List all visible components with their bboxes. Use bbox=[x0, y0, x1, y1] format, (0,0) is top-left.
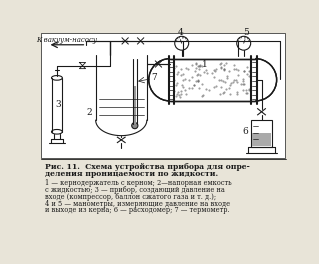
Text: 4: 4 bbox=[177, 28, 183, 37]
Text: с жидкостью; 3 — прибор, создающий давление на: с жидкостью; 3 — прибор, создающий давле… bbox=[45, 186, 225, 194]
Bar bbox=[251, 120, 271, 147]
Ellipse shape bbox=[51, 129, 62, 134]
Circle shape bbox=[237, 36, 251, 50]
Text: К вакуум-насосу: К вакуум-насосу bbox=[37, 36, 97, 44]
Text: и выходе из керна; 6 — расходомер; 7 — термометр.: и выходе из керна; 6 — расходомер; 7 — т… bbox=[45, 206, 230, 214]
Text: 6: 6 bbox=[242, 127, 248, 136]
Bar bbox=[41, 33, 285, 158]
Text: 1: 1 bbox=[202, 60, 208, 69]
Circle shape bbox=[132, 122, 138, 129]
Text: 1 — кернодержатель с керном; 2—напорная емкость: 1 — кернодержатель с керном; 2—напорная … bbox=[45, 179, 232, 187]
Bar bbox=[133, 86, 136, 124]
Text: 7: 7 bbox=[152, 73, 158, 82]
FancyBboxPatch shape bbox=[170, 59, 255, 101]
Text: входе (компрессор, баллон сжатого газа и т. д.);: входе (компрессор, баллон сжатого газа и… bbox=[45, 193, 216, 201]
Text: 5: 5 bbox=[243, 28, 249, 37]
Ellipse shape bbox=[51, 76, 62, 80]
Text: 3: 3 bbox=[56, 100, 61, 109]
Text: Рис. 11.  Схема устройства прибора для опре-: Рис. 11. Схема устройства прибора для оп… bbox=[45, 163, 250, 171]
Text: деления проницаемости по жидкости.: деления проницаемости по жидкости. bbox=[45, 169, 219, 177]
Text: 4 и 5 — манометры, измеряющие давление на входе: 4 и 5 — манометры, измеряющие давление н… bbox=[45, 200, 230, 208]
Circle shape bbox=[175, 36, 189, 50]
Bar bbox=[252, 133, 271, 147]
Text: 2: 2 bbox=[87, 108, 92, 117]
